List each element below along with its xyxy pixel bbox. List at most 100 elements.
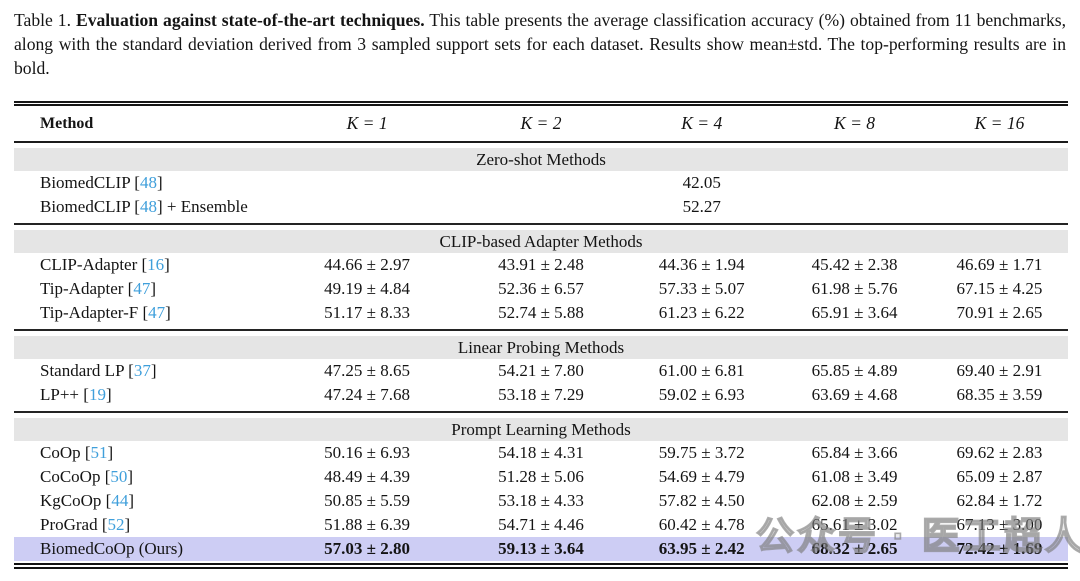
value-cell: 45.42 ± 2.38: [811, 255, 898, 274]
table-body: Zero-shot Methods BiomedCLIP [48] 42.05 Bio…: [14, 148, 1068, 561]
table-bottom-rule: [14, 563, 1068, 569]
method-cell: Tip-Adapter [47]: [40, 279, 157, 298]
value-cell: 51.17 ± 8.33: [324, 303, 410, 322]
citation-link[interactable]: 44: [111, 491, 129, 510]
section-header: Linear Probing Methods: [14, 336, 1068, 359]
table-row: BiomedCLIP [48] + Ensemble 52.27: [14, 195, 1068, 219]
value-cell: 61.08 ± 3.49: [811, 467, 898, 486]
table-row: LP++ [19] 47.24 ± 7.68 53.18 ± 7.29 59.02 ±…: [14, 383, 1068, 407]
value-cell: 63.95 ± 2.42: [658, 539, 745, 558]
section-header: Prompt Learning Methods: [14, 418, 1068, 441]
value-cell: 53.18 ± 7.29: [498, 385, 584, 404]
value-cell: 54.69 ± 4.79: [658, 467, 745, 486]
table-caption: Table 1. Evaluation against state-of-the…: [0, 0, 1080, 80]
table-row: ProGrad [52] 51.88 ± 6.39 54.71 ± 4.46 60.4…: [14, 513, 1068, 537]
value-cell: 67.13 ± 3.00: [956, 515, 1043, 534]
value-cell: 59.13 ± 3.64: [498, 539, 584, 558]
value-cell: 60.42 ± 4.78: [658, 515, 745, 534]
table-row: CLIP-Adapter [16] 44.66 ± 2.97 43.91 ± 2.4…: [14, 253, 1068, 277]
value-cell: 68.32 ± 2.65: [811, 539, 898, 558]
value-cell: 69.40 ± 2.91: [956, 361, 1043, 380]
citation-link[interactable]: 47: [148, 303, 166, 322]
citation-link[interactable]: 48: [139, 173, 157, 192]
value-cell: 72.42 ± 1.69: [956, 539, 1043, 558]
column-header-k2: K = 2: [520, 113, 562, 133]
citation-link[interactable]: 37: [133, 361, 151, 380]
section-header: CLIP-based Adapter Methods: [14, 230, 1068, 253]
citation-link[interactable]: 48: [139, 197, 157, 216]
value-cell: 47.25 ± 8.65: [324, 361, 410, 380]
value-cell: 46.69 ± 1.71: [956, 255, 1043, 274]
method-cell: BiomedCLIP [48] + Ensemble: [40, 197, 248, 216]
value-cell: 44.36 ± 1.94: [658, 255, 745, 274]
method-cell: LP++ [19]: [40, 385, 112, 404]
value-cell: 54.71 ± 4.46: [498, 515, 584, 534]
method-cell: Tip-Adapter-F [47]: [40, 303, 171, 322]
value-cell: 70.91 ± 2.65: [956, 303, 1043, 322]
results-table: Method K = 1 K = 2 K = 4 K = 8 K = 16 Ze…: [14, 101, 1068, 569]
caption-title: Evaluation against state-of-the-art tech…: [75, 10, 425, 30]
method-cell: CLIP-Adapter [16]: [40, 255, 170, 274]
table-header-row: Method K = 1 K = 2 K = 4 K = 8 K = 16: [14, 106, 1068, 141]
value-cell: 61.23 ± 6.22: [658, 303, 745, 322]
value-cell: 49.19 ± 4.84: [324, 279, 410, 298]
citation-link[interactable]: 52: [107, 515, 125, 534]
value-cell: 51.88 ± 6.39: [324, 515, 410, 534]
table-row: BiomedCoOp (Ours) 57.03 ± 2.80 59.13 ± 3.6…: [14, 537, 1068, 561]
value-cell: 69.62 ± 2.83: [956, 443, 1043, 462]
method-cell: KgCoOp [44]: [40, 491, 134, 510]
citation-link[interactable]: 16: [147, 255, 165, 274]
value-cell: 65.09 ± 2.87: [956, 467, 1043, 486]
caption-label: Table 1.: [14, 10, 71, 30]
section-rule: [14, 411, 1068, 413]
value-cell: 43.91 ± 2.48: [498, 255, 584, 274]
value-cell: 61.00 ± 6.81: [658, 361, 745, 380]
table-top-rule: [14, 101, 1068, 106]
value-cell: 50.16 ± 6.93: [324, 443, 410, 462]
header-rule: [14, 141, 1068, 143]
table-row: Standard LP [37] 47.25 ± 8.65 54.21 ± 7.80…: [14, 359, 1068, 383]
column-header-method: Method: [40, 114, 94, 132]
citation-link[interactable]: 47: [133, 279, 151, 298]
value-cell: 52.36 ± 6.57: [498, 279, 584, 298]
value-cell: 54.21 ± 7.80: [498, 361, 584, 380]
value-cell: 63.69 ± 4.68: [811, 385, 898, 404]
value-cell: 62.08 ± 2.59: [811, 491, 898, 510]
value-cell: 47.24 ± 7.68: [324, 385, 410, 404]
value-cell: 51.28 ± 5.06: [498, 467, 584, 486]
value-cell: 54.18 ± 4.31: [498, 443, 584, 462]
citation-link[interactable]: 51: [90, 443, 108, 462]
method-cell: ProGrad [52]: [40, 515, 131, 534]
section-header: Zero-shot Methods: [14, 148, 1068, 171]
method-cell: BiomedCoOp (Ours): [40, 539, 184, 558]
value-cell: 57.82 ± 4.50: [658, 491, 745, 510]
value-cell: 53.18 ± 4.33: [498, 491, 584, 510]
section-rule: [14, 329, 1068, 331]
value-cell: 65.91 ± 3.64: [811, 303, 898, 322]
value-cell: 59.75 ± 3.72: [658, 443, 745, 462]
table-row: BiomedCLIP [48] 42.05: [14, 171, 1068, 195]
value-cell: 67.15 ± 4.25: [956, 279, 1043, 298]
table-row: CoOp [51] 50.16 ± 6.93 54.18 ± 4.31 59.75 ±…: [14, 441, 1068, 465]
citation-link[interactable]: 19: [88, 385, 106, 404]
caption-text: This table presents the average classifi…: [14, 10, 1066, 78]
value-cell: 65.61 ± 3.02: [811, 515, 898, 534]
method-cell: Standard LP [37]: [40, 361, 157, 380]
column-header-k16: K = 16: [974, 113, 1025, 133]
method-cell: CoCoOp [50]: [40, 467, 134, 486]
table-row: Tip-Adapter-F [47] 51.17 ± 8.33 52.74 ± 5.…: [14, 301, 1068, 325]
method-cell: CoOp [51]: [40, 443, 114, 462]
value-cell: 65.85 ± 4.89: [811, 361, 898, 380]
column-header-k1: K = 1: [346, 113, 388, 133]
table-row: Tip-Adapter [47] 49.19 ± 4.84 52.36 ± 6.57…: [14, 277, 1068, 301]
column-header-k8: K = 8: [834, 113, 876, 133]
value-cell: 52.74 ± 5.88: [498, 303, 584, 322]
value-cell: 48.49 ± 4.39: [324, 467, 410, 486]
table-row: CoCoOp [50] 48.49 ± 4.39 51.28 ± 5.06 54.69…: [14, 465, 1068, 489]
value-cell: 61.98 ± 5.76: [811, 279, 898, 298]
value-cell: 59.02 ± 6.93: [658, 385, 745, 404]
value-cell: 57.03 ± 2.80: [324, 539, 410, 558]
table-row: KgCoOp [44] 50.85 ± 5.59 53.18 ± 4.33 57.82…: [14, 489, 1068, 513]
value-cell: 44.66 ± 2.97: [324, 255, 410, 274]
citation-link[interactable]: 50: [110, 467, 128, 486]
